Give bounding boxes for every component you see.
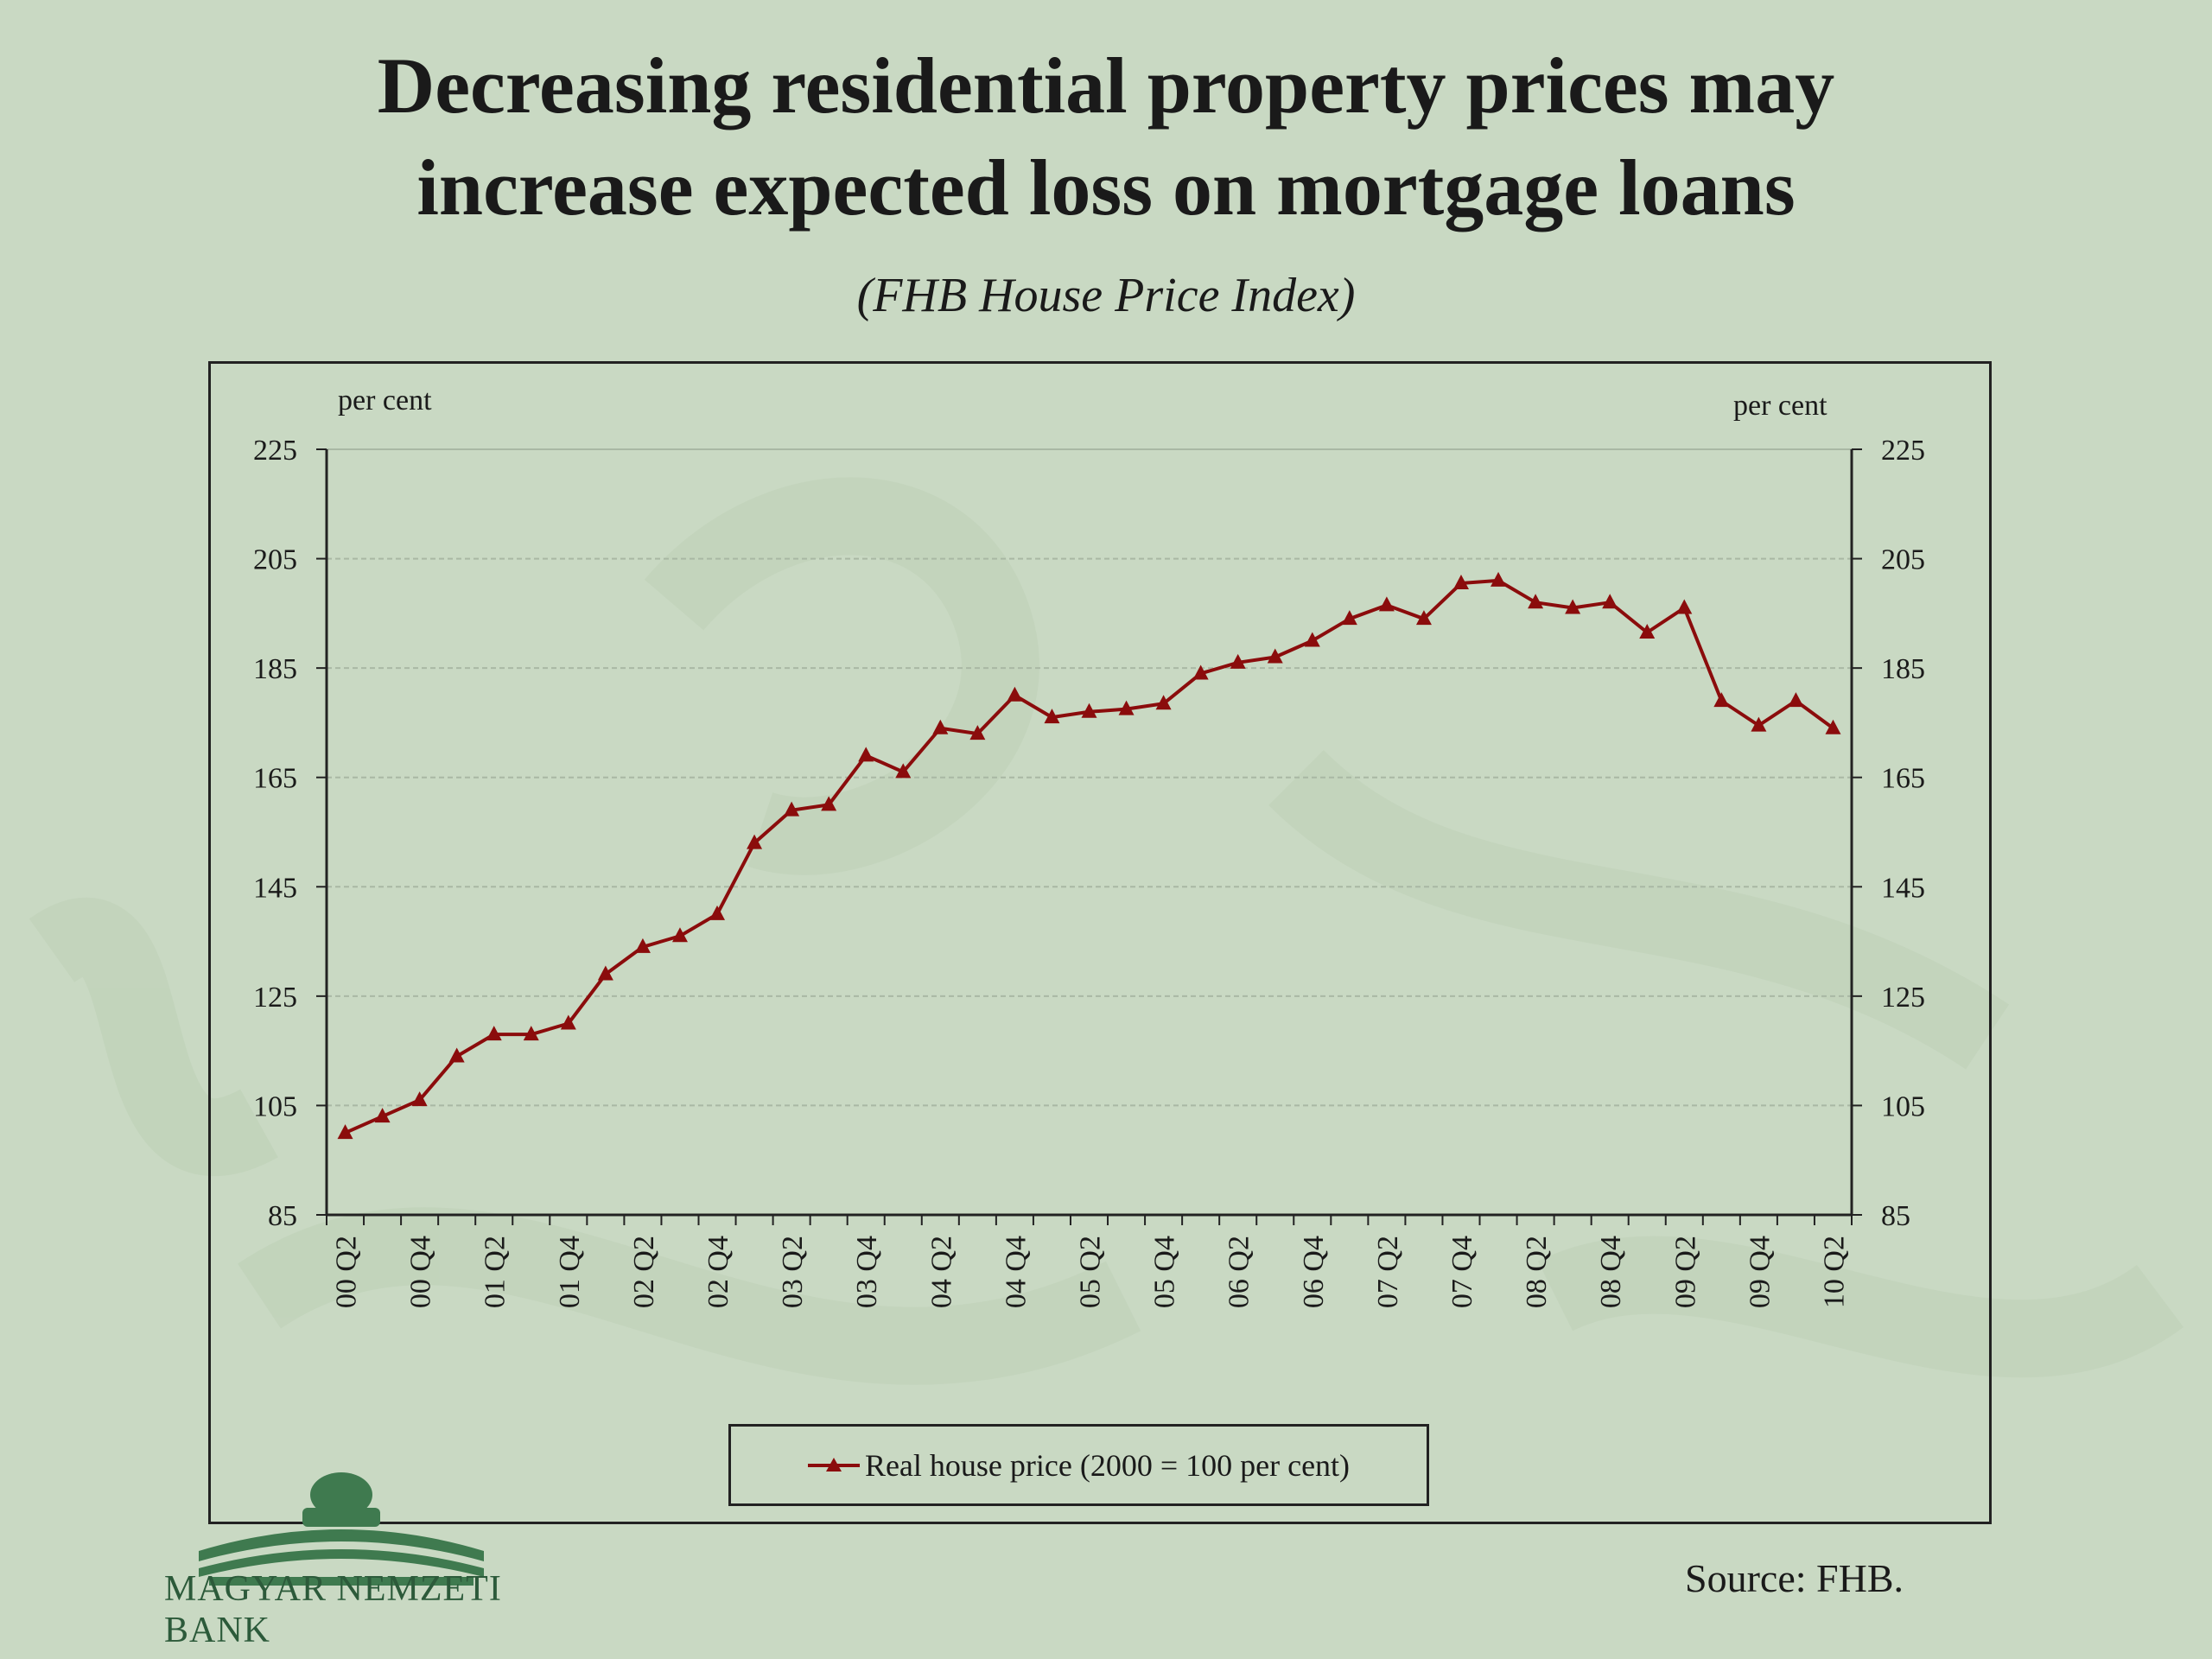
data-point xyxy=(1081,702,1097,718)
axes: 85 85 105 105 125 125 145 145 165 165 185 185 205 205… xyxy=(253,435,1925,1308)
data-point xyxy=(784,801,800,817)
data-point xyxy=(1341,610,1357,626)
y-tick-label-right: 105 xyxy=(1881,1090,1925,1122)
data-point xyxy=(1230,653,1246,669)
y-tick-label-left: 125 xyxy=(253,982,297,1014)
bank-logo-text: MAGYAR NEMZETI BANK xyxy=(164,1569,502,1650)
series-line xyxy=(344,578,1834,1135)
y-tick-label-right: 165 xyxy=(1881,763,1925,795)
grid-lines xyxy=(327,448,1852,1107)
source-note: Source: FHB. xyxy=(1685,1556,1904,1600)
y-tick-label-right: 85 xyxy=(1881,1200,1910,1232)
data-point xyxy=(1639,624,1656,639)
x-tick-label: 05 Q2 xyxy=(1075,1236,1107,1308)
x-tick-label: 08 Q2 xyxy=(1521,1236,1553,1308)
x-tick-label: 05 Q4 xyxy=(1149,1236,1181,1308)
data-point xyxy=(337,1124,353,1140)
data-point xyxy=(1267,648,1283,664)
y-tick-label-left: 205 xyxy=(253,544,297,576)
data-point xyxy=(969,725,986,741)
x-tick-label: 04 Q2 xyxy=(925,1236,957,1308)
data-point xyxy=(1192,664,1209,680)
data-point xyxy=(1676,599,1693,614)
legend-label: Real house price (2000 = 100 per cent) xyxy=(864,1447,1351,1483)
bank-logo xyxy=(199,1472,484,1586)
data-point xyxy=(1452,575,1469,590)
data-point xyxy=(709,905,726,920)
data-point xyxy=(560,1014,576,1030)
chart-frame xyxy=(208,361,1992,1524)
data-point xyxy=(1751,716,1767,732)
y-tick-label-right: 205 xyxy=(1881,544,1925,576)
data-point xyxy=(747,834,763,849)
data-point xyxy=(932,719,949,734)
x-tick-label: 06 Q4 xyxy=(1298,1236,1330,1308)
data-point xyxy=(1378,596,1395,612)
x-tick-label: 10 Q2 xyxy=(1818,1236,1850,1308)
x-tick-label: 01 Q2 xyxy=(480,1236,512,1308)
y-axis-unit-left: per cent xyxy=(338,385,432,416)
y-tick-label-left: 225 xyxy=(253,435,297,467)
x-tick-label: 03 Q2 xyxy=(777,1236,809,1308)
data-point xyxy=(858,747,874,762)
data-point xyxy=(1044,709,1060,724)
y-tick-label-left: 185 xyxy=(253,653,297,685)
y-tick-label-left: 105 xyxy=(253,1090,297,1122)
x-tick-label: 07 Q2 xyxy=(1372,1236,1404,1308)
data-point xyxy=(1007,686,1023,702)
data-point xyxy=(1415,610,1432,626)
x-tick-label: 02 Q4 xyxy=(702,1236,734,1308)
data-point xyxy=(448,1047,465,1063)
data-point xyxy=(1118,700,1135,715)
data-point xyxy=(597,965,613,981)
page-title: Decreasing residential property prices m… xyxy=(156,35,2056,238)
y-tick-label-right: 185 xyxy=(1881,653,1925,685)
data-point xyxy=(523,1026,539,1041)
data-point xyxy=(1825,719,1841,734)
y-tick-label-left: 145 xyxy=(253,872,297,904)
legend-line-marker xyxy=(807,1457,860,1471)
x-tick-label: 09 Q4 xyxy=(1744,1236,1776,1308)
x-tick-label: 07 Q4 xyxy=(1446,1236,1478,1308)
chart-legend: Real house price (2000 = 100 per cent) xyxy=(728,1424,1429,1506)
y-tick-label-right: 225 xyxy=(1881,435,1925,467)
y-tick-label-left: 85 xyxy=(268,1200,297,1232)
data-point xyxy=(374,1108,391,1123)
data-point xyxy=(1304,632,1320,647)
data-point xyxy=(1155,695,1172,710)
data-point xyxy=(821,796,837,811)
data-point xyxy=(895,763,912,779)
data-point xyxy=(1788,692,1804,708)
title-line-1: Decreasing residential property prices m… xyxy=(377,41,1835,130)
data-point xyxy=(671,927,688,943)
x-tick-label: 09 Q2 xyxy=(1669,1236,1701,1308)
data-point xyxy=(486,1026,502,1041)
x-tick-label: 03 Q4 xyxy=(851,1236,883,1308)
y-tick-label-left: 165 xyxy=(253,763,297,795)
data-point xyxy=(411,1091,428,1107)
data-point xyxy=(1491,571,1507,587)
x-tick-label: 02 Q2 xyxy=(628,1236,660,1308)
y-tick-label-right: 145 xyxy=(1881,872,1925,904)
x-tick-label: 00 Q2 xyxy=(331,1236,363,1308)
x-tick-label: 00 Q4 xyxy=(405,1236,437,1308)
title-line-2: increase expected loss on mortgage loans xyxy=(416,143,1796,232)
x-tick-label: 06 Q2 xyxy=(1224,1236,1255,1308)
data-point xyxy=(1565,599,1581,614)
data-point xyxy=(1602,594,1618,609)
y-tick-label-right: 125 xyxy=(1881,982,1925,1014)
y-axis-unit-right: per cent xyxy=(1733,390,1827,422)
x-tick-label: 08 Q4 xyxy=(1595,1236,1627,1308)
series-real-house-price xyxy=(337,571,1841,1140)
data-point xyxy=(1713,692,1730,708)
chart-subtitle: (FHB House Price Index) xyxy=(856,269,1356,322)
x-tick-label: 04 Q4 xyxy=(1000,1236,1032,1308)
data-point xyxy=(634,938,651,953)
data-point xyxy=(1528,594,1544,609)
x-tick-label: 01 Q4 xyxy=(554,1236,586,1308)
